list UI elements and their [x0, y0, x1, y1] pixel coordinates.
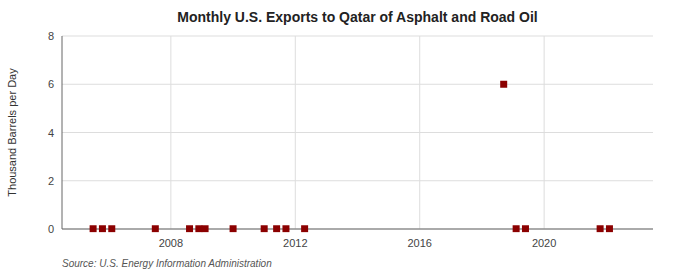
- grid-line: [170, 36, 171, 229]
- tick-label: 8: [48, 30, 54, 42]
- point: [99, 225, 106, 232]
- point: [152, 225, 159, 232]
- point: [282, 225, 289, 232]
- tick-label: 2016: [407, 237, 431, 249]
- point: [261, 225, 268, 232]
- grid-line: [62, 36, 653, 37]
- tick-label: 2012: [283, 237, 307, 249]
- point: [90, 225, 97, 232]
- point: [273, 225, 280, 232]
- grid-line: [544, 36, 545, 229]
- point: [513, 225, 520, 232]
- point: [186, 225, 193, 232]
- tick-label: 2020: [532, 237, 556, 249]
- grid-line: [419, 36, 420, 229]
- tick-label: 6: [48, 78, 54, 90]
- grid: [62, 36, 653, 229]
- grid-line: [295, 36, 296, 229]
- points: [90, 81, 613, 233]
- y-axis-line: [62, 36, 63, 229]
- chart: Monthly U.S. Exports to Qatar of Asphalt…: [0, 0, 675, 275]
- grid-line: [62, 229, 653, 230]
- tick-label: 0: [48, 223, 54, 235]
- point: [500, 81, 507, 88]
- point: [597, 225, 604, 232]
- grid-line: [62, 132, 653, 133]
- point: [202, 225, 209, 232]
- grid-line: [62, 84, 653, 85]
- tick-label: 4: [48, 127, 54, 139]
- point: [108, 225, 115, 232]
- x-axis-line: [62, 229, 653, 230]
- grid-line: [62, 180, 653, 181]
- tick-label: 2008: [159, 237, 183, 249]
- point: [195, 225, 202, 232]
- point: [606, 225, 613, 232]
- point: [301, 225, 308, 232]
- tick-label: 2: [48, 175, 54, 187]
- point: [522, 225, 529, 232]
- title: Monthly U.S. Exports to Qatar of Asphalt…: [177, 9, 537, 25]
- point: [230, 225, 237, 232]
- y-axis-label: Thousand Barrels per Day: [6, 68, 18, 197]
- source-note: Source: U.S. Energy Information Administ…: [62, 258, 272, 269]
